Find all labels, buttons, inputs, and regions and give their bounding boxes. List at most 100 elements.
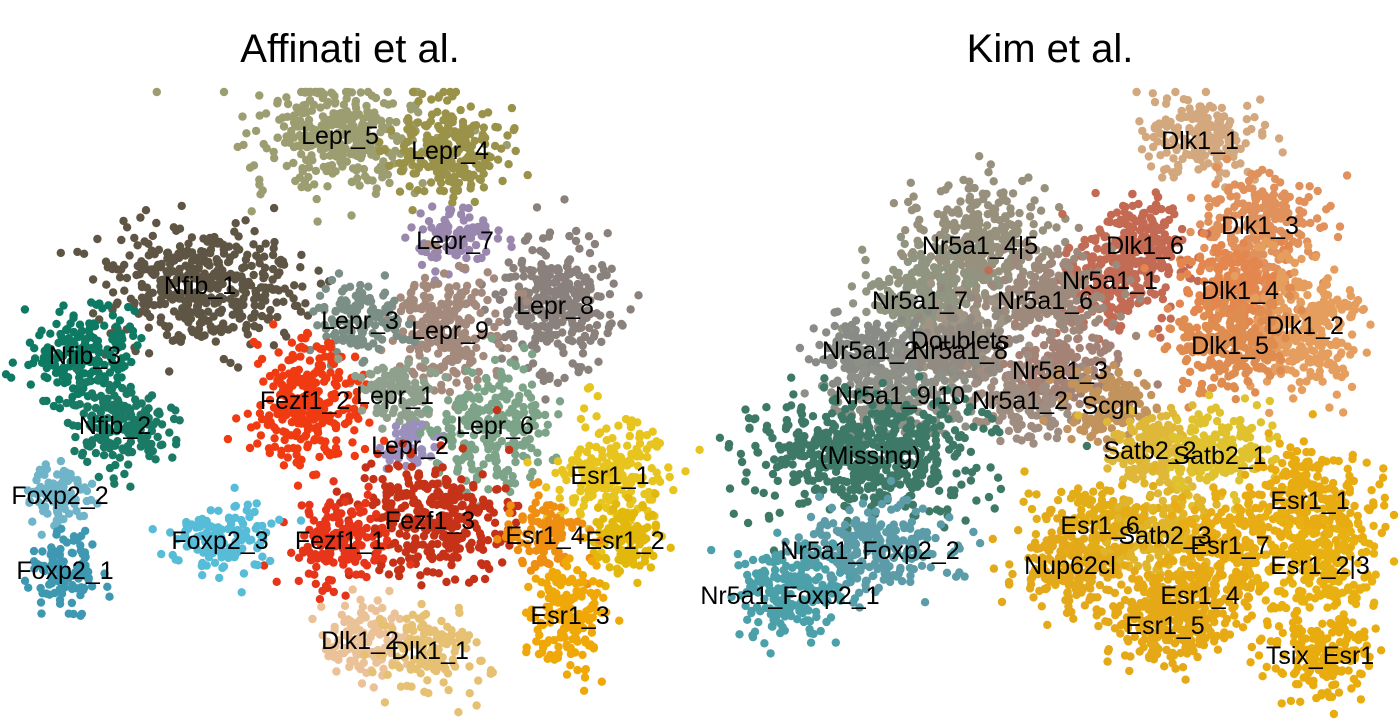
point xyxy=(488,668,497,677)
point xyxy=(439,152,449,162)
point xyxy=(42,589,51,598)
point xyxy=(365,369,374,378)
point xyxy=(280,284,289,293)
point xyxy=(88,275,98,284)
point xyxy=(465,213,474,222)
point xyxy=(430,470,440,479)
cluster-label-nfib-2: Nfib_2 xyxy=(79,412,151,440)
point xyxy=(462,492,471,502)
point xyxy=(214,308,223,317)
point xyxy=(511,272,520,281)
point xyxy=(289,294,298,303)
point xyxy=(356,595,365,604)
point xyxy=(226,253,235,262)
point xyxy=(550,278,559,287)
point xyxy=(538,554,548,564)
point xyxy=(492,464,502,474)
point xyxy=(241,255,251,264)
point xyxy=(564,279,574,288)
point xyxy=(144,323,153,332)
point xyxy=(326,343,335,353)
point xyxy=(94,374,103,383)
point xyxy=(603,229,612,238)
point xyxy=(554,410,563,419)
point xyxy=(77,451,87,460)
point xyxy=(62,398,71,408)
point xyxy=(1200,243,1209,253)
point xyxy=(375,146,385,156)
point xyxy=(84,377,93,386)
point xyxy=(531,508,541,518)
point xyxy=(1161,99,1171,109)
point xyxy=(484,381,493,390)
point xyxy=(416,669,425,678)
point xyxy=(195,258,204,267)
point xyxy=(109,261,118,270)
point xyxy=(133,341,142,350)
point xyxy=(469,121,478,130)
point xyxy=(340,143,349,152)
point xyxy=(340,419,350,429)
point xyxy=(289,113,298,123)
point xyxy=(452,378,461,387)
point xyxy=(509,334,518,343)
cluster-label-lepr-5: Lepr_5 xyxy=(301,122,379,150)
point xyxy=(124,460,133,469)
point xyxy=(562,592,571,601)
point xyxy=(379,99,389,108)
point xyxy=(426,117,436,126)
point xyxy=(311,579,320,589)
point xyxy=(198,558,207,568)
point xyxy=(305,95,315,105)
point xyxy=(122,273,132,283)
point xyxy=(440,135,449,144)
point xyxy=(526,393,536,402)
cluster-label-lepr-6: Lepr_6 xyxy=(456,412,534,440)
point xyxy=(1151,121,1161,130)
point xyxy=(588,264,597,274)
point xyxy=(365,418,374,427)
point xyxy=(278,371,288,380)
point xyxy=(430,626,439,635)
point xyxy=(1199,107,1208,116)
cluster-label-foxp2-2: Foxp2_2 xyxy=(11,482,108,510)
point xyxy=(76,379,85,388)
point xyxy=(257,414,267,424)
point xyxy=(439,269,449,278)
point xyxy=(623,441,632,450)
point xyxy=(144,291,153,300)
point xyxy=(507,242,516,252)
point xyxy=(419,281,428,290)
point xyxy=(378,475,387,484)
point xyxy=(425,307,434,317)
point xyxy=(439,678,448,687)
point xyxy=(38,547,47,556)
point xyxy=(265,371,275,381)
point xyxy=(282,161,291,171)
point xyxy=(597,446,607,455)
point xyxy=(334,354,343,364)
point xyxy=(52,319,61,329)
point xyxy=(26,380,35,389)
point xyxy=(358,288,367,298)
point xyxy=(456,105,465,115)
point xyxy=(199,247,209,257)
cluster-label-esr1-3: Esr1_3 xyxy=(530,602,609,630)
point xyxy=(253,439,262,448)
point xyxy=(450,575,460,584)
cluster-lepr-5-points xyxy=(152,87,511,226)
point xyxy=(303,377,313,387)
point xyxy=(580,673,590,682)
point xyxy=(420,687,429,696)
point xyxy=(315,139,324,148)
point xyxy=(247,261,256,271)
point xyxy=(466,180,476,189)
point xyxy=(356,608,366,617)
point xyxy=(148,446,157,456)
point xyxy=(1335,222,1345,231)
point xyxy=(468,465,477,474)
point xyxy=(592,561,601,570)
point xyxy=(85,442,95,451)
point xyxy=(152,87,161,97)
point xyxy=(100,321,109,330)
